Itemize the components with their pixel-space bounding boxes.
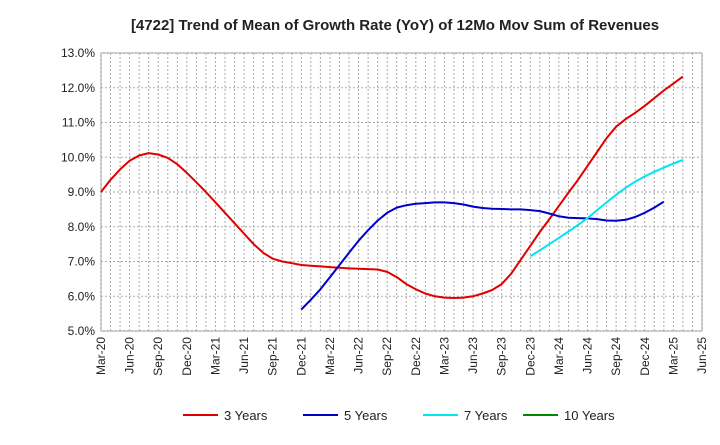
series-line-7-years — [529, 159, 684, 258]
x-tick-label: Mar-24 — [552, 337, 566, 375]
x-tick-label: Sep-22 — [380, 337, 394, 376]
x-tick-label: Sep-24 — [609, 337, 623, 376]
x-tick-label: Mar-21 — [208, 337, 222, 375]
legend-label: 5 Years — [344, 408, 388, 423]
x-tick-label: Mar-22 — [323, 337, 337, 375]
legend: 3 Years 5 Years 7 Years 10 Years — [183, 408, 615, 423]
legend-label: 3 Years — [224, 408, 268, 423]
x-tick-label: Mar-23 — [437, 337, 451, 375]
y-tick-label: 12.0% — [61, 81, 95, 95]
x-tick-label: Dec-20 — [180, 337, 194, 376]
y-tick-label: 9.0% — [68, 185, 96, 199]
x-tick-label: Jun-22 — [352, 337, 366, 374]
axis-layer: 5.0% 6.0% 7.0% 8.0% 9.0% 10.0% 11.0% 12.0% 13.0%… — [61, 46, 709, 376]
x-tick-label: Dec-21 — [294, 337, 308, 376]
x-tick-label: Jun-24 — [581, 337, 595, 374]
x-tick-label: Jun-25 — [695, 337, 709, 374]
y-tick-label: 5.0% — [68, 324, 96, 338]
x-tick-label: Mar-25 — [666, 337, 680, 375]
grid-layer — [100, 52, 703, 332]
y-tick-label: 8.0% — [68, 220, 96, 234]
y-tick-label: 7.0% — [68, 255, 96, 269]
x-tick-label: Dec-22 — [409, 337, 423, 376]
x-tick-label: Jun-20 — [123, 337, 137, 374]
x-tick-label: Dec-24 — [638, 337, 652, 376]
x-tick-label: Jun-21 — [237, 337, 251, 374]
x-tick-label: Mar-20 — [94, 337, 108, 375]
x-tick-label: Sep-20 — [151, 337, 165, 376]
x-tick-label: Dec-23 — [523, 337, 537, 376]
series-layer — [100, 75, 684, 311]
y-tick-label: 13.0% — [61, 46, 95, 60]
x-tick-label: Sep-23 — [495, 337, 509, 376]
chart-title: [4722] Trend of Mean of Growth Rate (YoY… — [131, 17, 659, 34]
y-tick-label: 11.0% — [62, 116, 95, 130]
x-tick-label: Jun-23 — [466, 337, 480, 374]
y-tick-label: 6.0% — [68, 289, 96, 303]
series-line-3-years — [100, 75, 684, 299]
series-line-5-years — [300, 200, 665, 311]
x-tick-label: Sep-21 — [266, 337, 280, 376]
legend-label: 10 Years — [564, 408, 615, 423]
legend-label: 7 Years — [464, 408, 508, 423]
y-tick-label: 10.0% — [61, 150, 95, 164]
